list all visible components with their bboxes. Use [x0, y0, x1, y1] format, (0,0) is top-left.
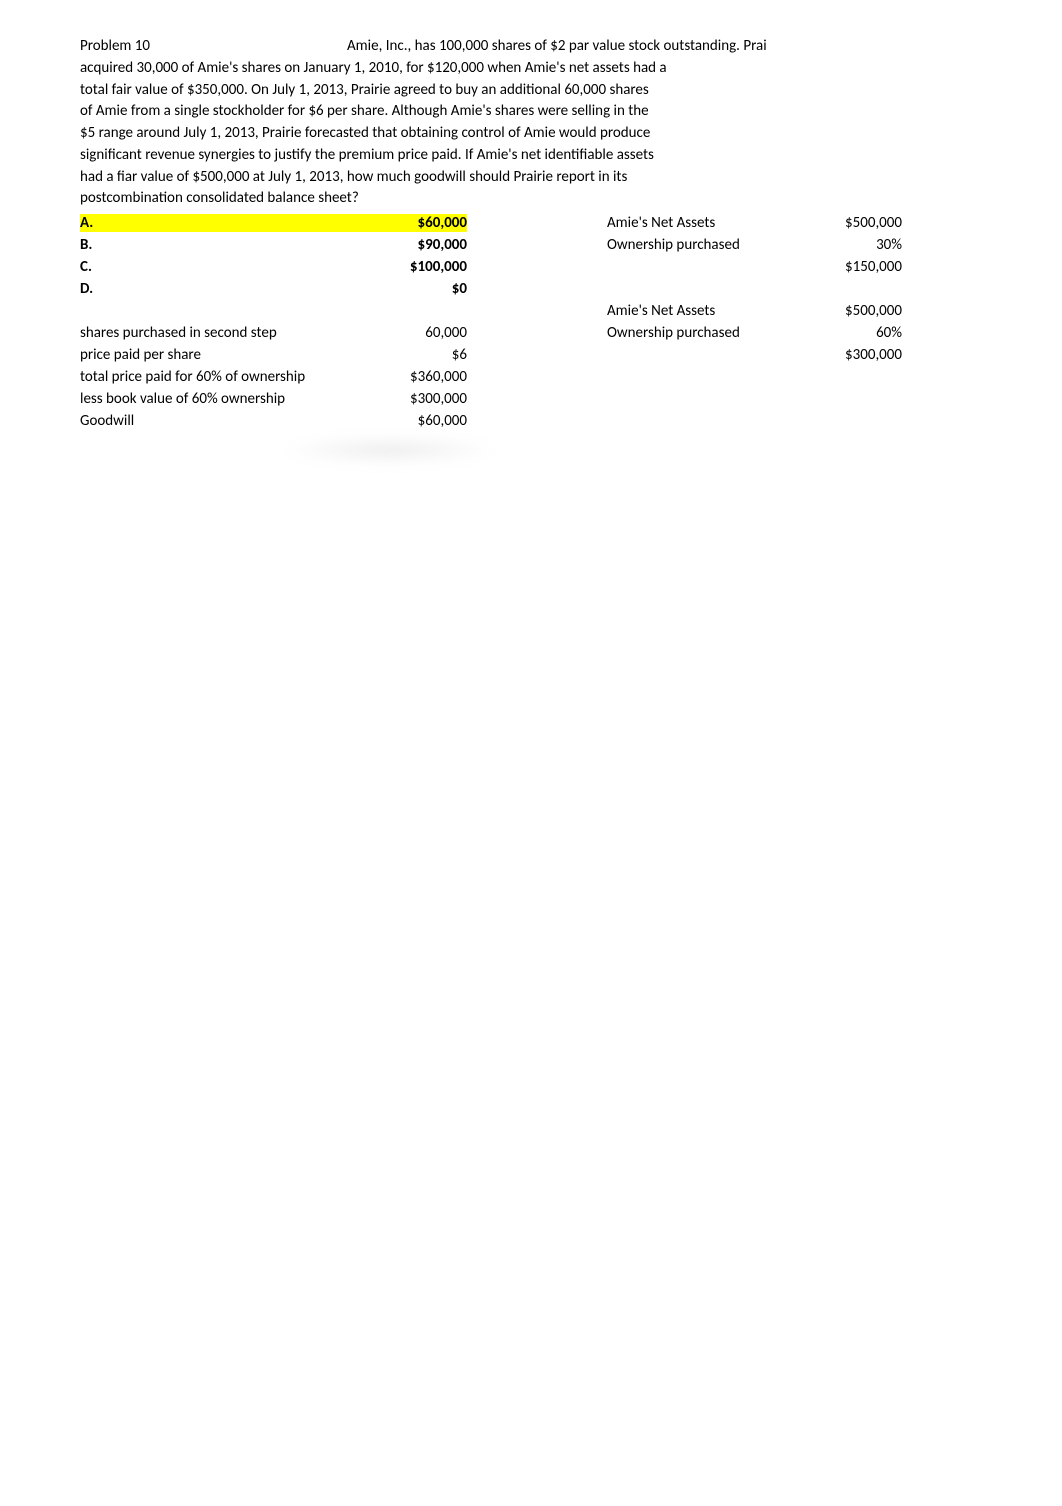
- calc-value: $6: [347, 346, 467, 364]
- calc-label: total price paid for 60% of ownership: [80, 368, 347, 386]
- answers-and-calcs: A. $60,000 Amie's Net Assets $500,000 B.…: [80, 212, 982, 432]
- option-row-b: B. $90,000 Ownership purchased 30%: [80, 234, 982, 256]
- calc-value: 60,000: [347, 324, 467, 342]
- right-value: $500,000: [817, 302, 902, 320]
- option-letter: B.: [80, 236, 347, 254]
- option-letter: D.: [80, 280, 347, 298]
- calc-value: $300,000: [347, 390, 467, 408]
- problem-first-line: Amie, Inc., has 100,000 shares of $2 par…: [347, 36, 767, 58]
- calc-label: less book value of 60% ownership: [80, 390, 347, 408]
- calc-label: Goodwill: [80, 412, 347, 430]
- right-label: Amie's Net Assets: [607, 214, 817, 232]
- problem-line: acquired 30,000 of Amie's shares on Janu…: [80, 58, 982, 80]
- right-value: $150,000: [817, 258, 902, 276]
- option-value: $60,000: [347, 214, 467, 232]
- right-value: 60%: [817, 324, 902, 342]
- spacer-row: Amie's Net Assets $500,000: [80, 300, 982, 322]
- calc-row: shares purchased in second step 60,000 O…: [80, 322, 982, 344]
- option-value: $90,000: [347, 236, 467, 254]
- calc-value: $60,000: [347, 412, 467, 430]
- calc-row: less book value of 60% ownership $300,00…: [80, 388, 982, 410]
- calc-row: price paid per share $6 $300,000: [80, 344, 982, 366]
- right-value: $500,000: [817, 214, 902, 232]
- calc-label: price paid per share: [80, 346, 347, 364]
- problem-line: of Amie from a single stockholder for $6…: [80, 101, 982, 123]
- problem-line: total fair value of $350,000. On July 1,…: [80, 80, 982, 102]
- option-letter: C.: [80, 258, 347, 276]
- option-letter: A.: [80, 214, 347, 232]
- problem-line: significant revenue synergies to justify…: [80, 145, 982, 167]
- option-row-a: A. $60,000 Amie's Net Assets $500,000: [80, 212, 982, 234]
- calc-value: $360,000: [347, 368, 467, 386]
- option-row-c: C. $100,000 $150,000: [80, 256, 982, 278]
- problem-header-row: Problem 10 Amie, Inc., has 100,000 share…: [80, 36, 982, 58]
- problem-line: postcombination consolidated balance she…: [80, 188, 982, 210]
- calc-label: shares purchased in second step: [80, 324, 347, 342]
- option-value: $100,000: [347, 258, 467, 276]
- right-label: Ownership purchased: [607, 324, 817, 342]
- blurred-region: [280, 436, 500, 464]
- calc-row: Goodwill $60,000: [80, 410, 982, 432]
- problem-line: $5 range around July 1, 2013, Prairie fo…: [80, 123, 982, 145]
- right-value: 30%: [817, 236, 902, 254]
- right-label: Ownership purchased: [607, 236, 817, 254]
- right-value: $300,000: [817, 346, 902, 364]
- problem-body: acquired 30,000 of Amie's shares on Janu…: [80, 58, 982, 210]
- right-label: Amie's Net Assets: [607, 302, 817, 320]
- option-row-d: D. $0: [80, 278, 982, 300]
- page: Problem 10 Amie, Inc., has 100,000 share…: [0, 0, 1062, 464]
- problem-line: had a fiar value of $500,000 at July 1, …: [80, 167, 982, 189]
- calc-row: total price paid for 60% of ownership $3…: [80, 366, 982, 388]
- option-value: $0: [347, 280, 467, 298]
- problem-label: Problem 10: [80, 36, 347, 58]
